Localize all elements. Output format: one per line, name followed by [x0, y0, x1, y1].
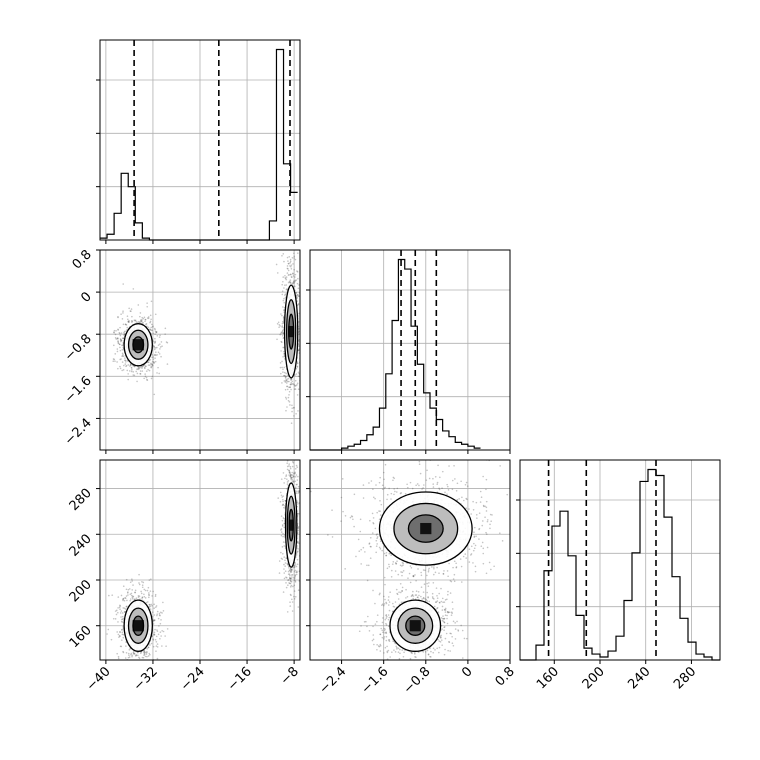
density-peak: [288, 325, 295, 338]
histogram-panel-param-2: [306, 249, 511, 454]
contour-line: [132, 615, 145, 636]
y-tick-label: 240: [67, 532, 95, 560]
scatter-panel-1-3: −40 −32 −24 −16 −8 160 200 240 280: [67, 459, 302, 694]
contour-line: [127, 329, 149, 360]
scatter-points: [310, 460, 509, 660]
contour-line: [286, 495, 296, 555]
density-peak: [132, 339, 144, 351]
scatter-points: [106, 460, 300, 660]
contour-line: [288, 313, 295, 350]
x-tick-label: −40: [84, 664, 114, 694]
x-tick-label: 280: [671, 664, 699, 692]
axes-frame: [519, 459, 721, 661]
x-tick-label: 240: [625, 664, 653, 692]
x-tick-label: 200: [580, 664, 608, 692]
histogram-panel-param-1: [96, 39, 301, 244]
density-peak: [288, 519, 294, 531]
x-tick-label: −32: [131, 664, 161, 694]
contour-line: [123, 599, 154, 652]
histogram-step: [100, 48, 298, 241]
contour-line: [285, 299, 297, 365]
contour-line: [389, 599, 442, 652]
contour-line: [393, 502, 459, 555]
y-tick-label: −2.4: [62, 416, 95, 449]
contour-line: [405, 615, 426, 636]
x-tick-label: −2.4: [316, 664, 349, 697]
y-tick-label: 0.8: [70, 247, 95, 272]
x-tick-label: 0: [459, 664, 475, 680]
contour-line: [288, 508, 294, 542]
histogram-step: [310, 258, 481, 451]
x-tick-label: 0.8: [493, 664, 518, 689]
histogram-step: [520, 468, 720, 661]
x-tick-label: −16: [225, 664, 255, 694]
y-tick-label: −1.6: [62, 374, 95, 407]
contour-line: [123, 323, 154, 367]
x-tick-label: −1.6: [359, 664, 392, 697]
contour-line: [378, 491, 473, 566]
contour-line: [397, 607, 434, 644]
contour-line: [283, 284, 299, 379]
x-tick-label: −0.8: [401, 664, 434, 697]
y-tick-label: 160: [67, 623, 95, 651]
histogram-panel-param-3: 160 200 240 280: [516, 459, 721, 692]
y-tick-label: 280: [67, 486, 95, 514]
contour-line: [132, 336, 145, 354]
density-peak: [420, 522, 432, 535]
y-tick-label: 0: [78, 289, 94, 305]
x-tick-label: 160: [534, 664, 562, 692]
contour-line: [284, 482, 298, 568]
contour-line: [127, 607, 149, 644]
y-tick-label: 200: [67, 577, 95, 605]
density-peak: [409, 620, 421, 632]
scatter-points: [112, 252, 300, 424]
x-tick-label: −24: [178, 664, 208, 694]
density-peak: [132, 620, 144, 632]
y-tick-label: −0.8: [62, 331, 95, 364]
axes-frame: [309, 249, 511, 451]
scatter-panel-1-2: −2.4 −1.6 −0.8 0 0.8: [62, 247, 301, 454]
axes-frame: [309, 459, 511, 661]
contour-line: [407, 514, 444, 543]
scatter-panel-2-3: −2.4 −1.6 −0.8 0 0.8: [306, 459, 518, 697]
x-tick-label: −8: [278, 664, 302, 688]
